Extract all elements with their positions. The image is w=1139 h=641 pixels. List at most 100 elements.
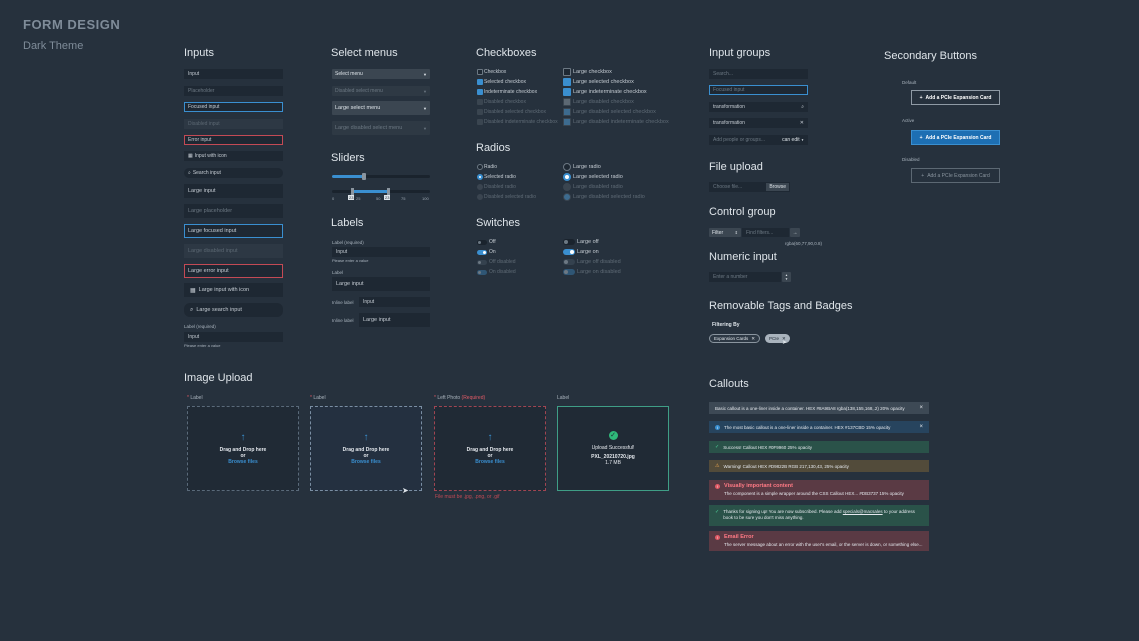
numeric-stepper[interactable]: ▲ ▼ <box>782 272 791 282</box>
upload-label-1: * Label <box>187 395 203 401</box>
switch-on-label: On <box>489 249 496 255</box>
file-browse-button[interactable]: Browse <box>766 183 789 191</box>
upload-label-2-text: Label <box>313 395 326 401</box>
find-filters-input[interactable]: Find filters... <box>742 228 789 237</box>
large-search-input-text: Large search input <box>196 307 242 313</box>
input-focused[interactable]: Focused input <box>184 102 283 112</box>
callout-info: i The most basic callout is a one-liner … <box>709 421 929 433</box>
callout-danger-body: The component is a simple wrapper around… <box>724 491 904 496</box>
dropzone-1-drag: Drag and Drop here <box>219 446 267 453</box>
can-edit-label: can edit <box>782 137 800 143</box>
labels-input-2[interactable]: Large input <box>332 277 430 291</box>
numeric-input[interactable]: Enter a number <box>709 272 781 282</box>
range-slider-handle-low[interactable] <box>350 188 354 195</box>
dropzone-2-browse-link[interactable]: Browse files <box>351 458 381 465</box>
group-focused-input[interactable]: Focused input <box>709 85 808 95</box>
add-pcie-card-button[interactable]: + Add a PCIe Expansion Card <box>911 90 1000 105</box>
checkbox-large-indeterminate[interactable] <box>563 88 571 96</box>
group-transform-search[interactable]: transformation ⌕ <box>709 102 808 112</box>
input-placeholder[interactable]: Placeholder <box>184 86 283 96</box>
dropzone-1[interactable]: ↑ Drag and Drop here or Browse files <box>187 406 299 491</box>
switch-large-on[interactable] <box>563 249 575 255</box>
group-transform-clear[interactable]: transformation ✕ <box>709 118 808 128</box>
slider-handle[interactable] <box>362 173 367 180</box>
callout-basic: Basic callout is a one-liner inside a co… <box>709 402 929 414</box>
add-pcie-card-button-active[interactable]: + Add a PCIe Expansion Card <box>911 130 1000 145</box>
switch-off[interactable] <box>477 240 487 245</box>
secondary-active-label: Active <box>902 118 915 123</box>
slider-track[interactable] <box>332 173 430 180</box>
labels-input-1[interactable]: Input <box>332 247 430 257</box>
group-search-input[interactable]: Search... <box>709 69 808 79</box>
dropzone-2[interactable]: ↑ Drag and Drop here or Browse files <box>310 406 422 491</box>
inline-input-1[interactable]: Input <box>359 297 430 307</box>
close-icon[interactable]: ✕ <box>799 120 804 126</box>
upload-success-text: Upload Successful! <box>591 445 635 451</box>
add-pcie-card-button-disabled: + Add a PCIe Expansion Card <box>911 168 1000 183</box>
input-large-focused[interactable]: Large focused input <box>184 224 283 238</box>
upload-arrow-icon: ↑ <box>240 431 246 443</box>
filtering-by-label: Filtering By <box>712 322 740 328</box>
dropzone-3-browse-link[interactable]: Browse files <box>475 458 505 465</box>
large-search-input[interactable]: ⌕ Large search input <box>184 303 283 317</box>
upload-arrow-icon: ↑ <box>363 431 369 443</box>
slider-value-a: 23 <box>348 195 355 200</box>
close-icon[interactable]: ✕ <box>782 335 786 341</box>
dropzone-success[interactable]: ✓ Upload Successful! PXL_20210720.jpg 1.… <box>557 406 669 491</box>
filter-select[interactable]: Filter ⇕ <box>709 228 741 237</box>
input-large-error[interactable]: Large error input <box>184 264 283 278</box>
checkbox-selected[interactable] <box>477 79 483 85</box>
group-people-input[interactable]: Add people or groups... can edit ▼ <box>709 135 808 145</box>
arrow-right-button[interactable]: → <box>790 228 800 237</box>
dropzone-1-browse-link[interactable]: Browse files <box>228 458 258 465</box>
labels-hint: Please enter a value <box>332 258 369 263</box>
upload-label-2: * Label <box>310 395 326 401</box>
checkbox[interactable] <box>477 69 483 75</box>
select-menu[interactable]: Select menu ▼ <box>332 69 430 79</box>
input-error[interactable]: Error input <box>184 135 283 145</box>
tag-pcie[interactable]: PCIe ✕ <box>765 334 790 343</box>
search-input[interactable]: ⌕ Search input <box>184 168 283 178</box>
callout-signup: ✓ Thanks for signing up! You are now sub… <box>709 505 929 526</box>
switch-on[interactable] <box>477 250 487 255</box>
dropzone-3[interactable]: ↑ Drag and Drop here or Browse files <box>434 406 546 491</box>
close-icon[interactable]: × <box>919 424 923 430</box>
close-icon[interactable]: ✕ <box>751 335 756 341</box>
checkbox-large-selected[interactable] <box>563 78 571 86</box>
caret-up-icon[interactable]: ▲ <box>785 273 788 277</box>
range-slider-handle-high[interactable] <box>386 188 390 195</box>
dropzone-3-drag: Drag and Drop here <box>466 446 514 453</box>
range-slider-track[interactable] <box>332 188 430 195</box>
input-with-icon[interactable]: ▦ Input with icon <box>184 151 283 161</box>
switch-large-off-label: Large off <box>577 239 599 245</box>
checkbox-large[interactable] <box>563 68 571 76</box>
radio-large-selected[interactable] <box>563 173 571 181</box>
select-heading: Select menus <box>331 47 398 59</box>
plus-icon: + <box>919 134 923 141</box>
select-menu-large[interactable]: Large select menu ▼ <box>332 101 430 115</box>
switch-large-off[interactable] <box>563 239 575 245</box>
callout-signup-link[interactable]: specials@macsales <box>842 509 883 514</box>
tags-heading: Removable Tags and Badges <box>709 300 853 312</box>
can-edit-dropdown[interactable]: can edit ▼ <box>782 137 804 143</box>
radio[interactable] <box>477 164 483 170</box>
tag-expansion-cards[interactable]: Expansion Cards ✕ <box>709 334 761 343</box>
inline-input-2[interactable]: Large input <box>359 313 430 327</box>
inline-label-1: Inline label <box>332 300 354 305</box>
radio-large[interactable] <box>563 163 571 171</box>
file-upload-input[interactable]: Choose file... Browse <box>709 182 790 192</box>
radio-selected[interactable] <box>477 174 483 180</box>
input-default[interactable]: Input <box>184 69 283 79</box>
input-large-placeholder[interactable]: Large placeholder <box>184 204 283 218</box>
input-required[interactable]: Input <box>184 332 283 342</box>
select-menu-label: Select menu <box>335 71 363 77</box>
add-pcie-card-button-active-label: Add a PCIe Expansion Card <box>925 134 992 141</box>
checkbox-indeterminate[interactable] <box>477 89 483 95</box>
close-icon[interactable]: × <box>919 405 923 411</box>
input-large[interactable]: Large input <box>184 184 283 198</box>
caret-down-icon[interactable]: ▼ <box>785 277 788 281</box>
required-star: * <box>434 395 436 401</box>
input-large-with-icon[interactable]: ▦ Large input with icon <box>184 283 283 297</box>
search-icon[interactable]: ⌕ <box>801 104 804 110</box>
slider-value-b: 23 <box>384 195 391 200</box>
